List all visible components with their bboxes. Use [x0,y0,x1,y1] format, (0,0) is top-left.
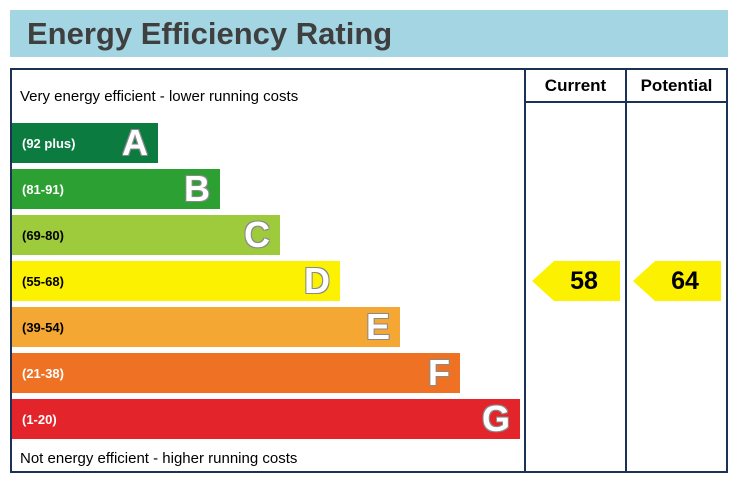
band-bar-b: (81-91) B [12,169,220,209]
band-row-a: (92 plus) A [12,123,524,169]
rating-bands: (92 plus) A (81-91) B (69-80) C [12,123,524,445]
band-bar-c: (69-80) C [12,215,280,255]
current-rating-arrow: 58 [532,261,620,301]
potential-rating-arrow: 64 [633,261,721,301]
potential-column: Potential 64 [625,70,726,471]
band-range-label: (55-68) [22,273,64,289]
top-note: Very energy efficient - lower running co… [20,88,299,105]
band-range-label: (92 plus) [22,135,76,151]
band-row-e: (39-54) E [12,307,524,353]
band-letter: D [304,260,330,301]
current-header: Current [526,70,625,103]
band-letter: F [428,352,450,393]
band-bar-d: (55-68) D [12,261,340,301]
band-range-label: (69-80) [22,227,64,243]
page-title: Energy Efficiency Rating [10,10,728,57]
potential-header: Potential [627,70,726,103]
band-range-label: (1-20) [22,411,57,427]
energy-efficiency-chart: Very energy efficient - lower running co… [10,68,728,473]
bands-column: Very energy efficient - lower running co… [12,70,524,471]
band-row-f: (21-38) F [12,353,524,399]
band-row-b: (81-91) B [12,169,524,215]
bottom-note: Not energy efficient - higher running co… [20,449,298,467]
band-letter: C [244,214,270,255]
band-letter: A [122,122,148,163]
band-bar-g: (1-20) G [12,399,520,439]
current-column: Current 58 [524,70,625,471]
band-range-label: (81-91) [22,181,64,197]
band-bar-e: (39-54) E [12,307,400,347]
band-letter: B [184,168,210,209]
band-letter: E [365,306,390,347]
band-row-g: (1-20) G [12,399,524,445]
band-range-label: (21-38) [22,365,64,381]
band-row-d: (55-68) D [12,261,524,307]
band-bar-a: (92 plus) A [12,123,158,163]
band-bar-f: (21-38) F [12,353,460,393]
band-range-label: (39-54) [22,319,64,335]
current-rating-value: 58 [570,266,598,295]
potential-rating-value: 64 [671,266,699,295]
band-row-c: (69-80) C [12,215,524,261]
band-letter: G [481,398,510,439]
